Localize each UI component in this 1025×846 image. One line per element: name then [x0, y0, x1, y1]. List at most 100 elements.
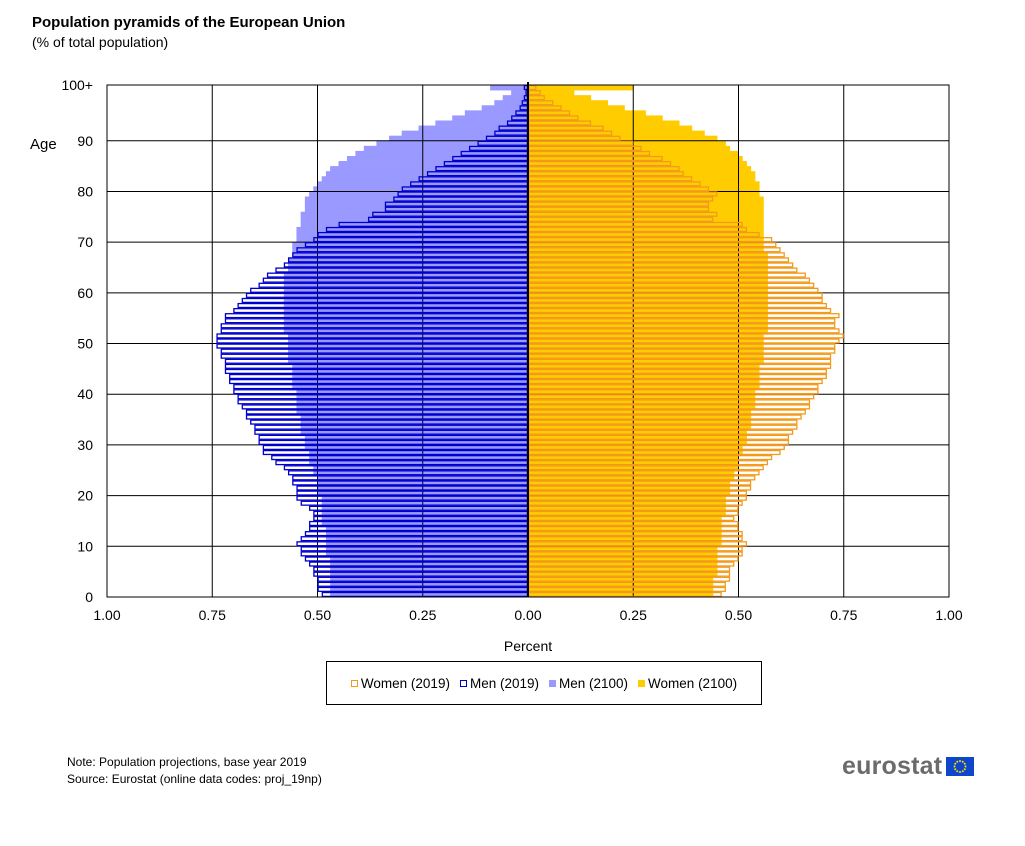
bar-women-2100-age-75 [528, 211, 764, 218]
bar-women-2100-age-68 [528, 247, 764, 253]
bar-men-2100-age-41 [292, 384, 528, 390]
bar-men-2100-age-78 [304, 196, 528, 202]
bar-men-2100-age-6 [330, 561, 528, 567]
bar-men-2100-age-31 [304, 434, 528, 441]
bar-men-2100-age-98 [502, 95, 528, 101]
bar-women-2100-age-5 [528, 566, 718, 572]
bar-men-2100-age-24 [313, 470, 528, 476]
y-tick-label: 50 [77, 336, 93, 352]
bar-women-2100-age-91 [528, 130, 705, 137]
bar-women-2100-age-78 [528, 196, 764, 202]
bar-men-2100-age-0 [330, 591, 528, 598]
bar-women-2100-age-85 [528, 161, 747, 167]
y-tick-label: 20 [77, 488, 93, 504]
bar-women-2100-age-73 [528, 221, 764, 228]
y-tick-label: 40 [77, 386, 93, 402]
bar-men-2100-age-16 [321, 510, 528, 517]
bar-men-2100-age-8 [325, 551, 528, 557]
bar-men-2100-age-80 [313, 186, 528, 192]
bar-men-2100-age-62 [283, 277, 528, 284]
bar-men-2100-age-4 [330, 571, 528, 578]
bar-women-2100-age-24 [528, 470, 735, 476]
bar-women-2100-age-31 [528, 434, 747, 441]
bar-women-2100-age-43 [528, 373, 760, 380]
bar-women-2100-age-3 [528, 576, 714, 583]
bar-women-2100-age-22 [528, 480, 731, 486]
bar-men-2100-age-86 [346, 155, 528, 162]
bar-women-2100-age-74 [528, 216, 764, 223]
bar-women-2100-age-0 [528, 591, 714, 598]
bar-women-2100-age-93 [528, 120, 680, 126]
axes-layer [106, 82, 950, 598]
bar-women-2100-age-11 [528, 536, 722, 542]
y-tick-label: 30 [77, 437, 93, 453]
bar-men-2100-age-30 [304, 439, 528, 446]
bar-women-2100-age-16 [528, 510, 726, 517]
bar-women-2100-age-41 [528, 384, 760, 390]
bar-women-2100-age-12 [528, 531, 722, 537]
legend-swatch-men-2019 [459, 679, 467, 687]
bar-men-2100-age-3 [330, 576, 528, 583]
bar-women-2100-age-83 [528, 171, 756, 177]
bar-women-2100-age-32 [528, 429, 747, 436]
x-tick-label: 0.75 [830, 607, 857, 623]
bar-men-2100-age-53 [283, 323, 528, 329]
legend-item-women-2019: Women (2019) [350, 676, 450, 691]
bar-women-2100-age-90 [528, 135, 718, 142]
bar-women-2100-age-55 [528, 313, 768, 319]
bar-women-2100-age-42 [528, 379, 760, 385]
bar-men-2100-age-26 [309, 460, 528, 466]
bar-men-2100-age-37 [296, 404, 528, 410]
bar-men-2100-age-69 [292, 242, 528, 248]
bar-men-2100-age-84 [330, 166, 528, 172]
bar-men-2100-age-36 [296, 409, 528, 415]
y-tick-label: 70 [77, 234, 93, 250]
bar-men-2100-age-54 [283, 318, 528, 324]
bar-men-2100-age-94 [452, 115, 528, 121]
legend-swatch-women-2100 [638, 679, 646, 687]
chart-legend: Women (2019) Men (2019) Men (2100) Women… [326, 661, 762, 705]
bar-men-2100-age-1 [330, 586, 528, 593]
bar-women-2100-age-51 [528, 333, 764, 339]
bar-men-2100-age-89 [376, 140, 528, 147]
bar-women-2100-age-30 [528, 439, 747, 446]
bar-men-2100-age-12 [325, 531, 528, 537]
bar-men-2100-age-61 [283, 282, 528, 289]
bar-men-2100-age-72 [296, 226, 528, 233]
bar-men-2100-age-79 [309, 191, 528, 197]
bar-women-2100-age-35 [528, 414, 752, 420]
bar-men-2100-age-39 [296, 394, 528, 400]
bar-women-2100-age-47 [528, 353, 764, 360]
bar-men-2100-age-95 [464, 110, 528, 116]
bar-women-2100-age-37 [528, 404, 756, 410]
bar-women-2100-age-45 [528, 363, 760, 370]
x-tick-label: 0.25 [620, 607, 647, 623]
bar-women-2100-age-69 [528, 242, 764, 248]
bar-women-2100-age-6 [528, 561, 718, 567]
y-tick-label: 10 [77, 538, 93, 554]
footnotes: Note: Population projections, base year … [67, 754, 322, 788]
bar-men-2100-age-60 [283, 287, 528, 294]
bar-women-2100-age-97 [528, 100, 608, 106]
bar-women-2100-age-9 [528, 546, 718, 552]
bar-men-2100-age-11 [325, 536, 528, 542]
bar-men-2100-age-34 [300, 419, 528, 425]
bar-men-2100-age-50 [288, 338, 528, 344]
y-tick-label: 100+ [61, 77, 93, 93]
note-line: Note: Population projections, base year … [67, 755, 307, 769]
y-tick-label: 60 [77, 285, 93, 301]
bar-men-2100-age-85 [338, 161, 528, 167]
bar-men-2100-age-13 [325, 526, 528, 532]
legend-swatch-men-2100 [549, 679, 556, 687]
bar-women-2100-age-50 [528, 338, 764, 344]
bar-women-2100-age-14 [528, 520, 722, 527]
bar-women-2100-age-92 [528, 125, 693, 131]
legend-swatch-women-2019 [350, 679, 358, 687]
bar-men-2100-age-32 [300, 429, 528, 436]
bar-men-2100-age-70 [296, 237, 528, 243]
bar-women-2100-age-98 [528, 95, 592, 101]
bar-women-2100-age-76 [528, 206, 764, 213]
x-tick-label: 0.00 [514, 607, 541, 623]
bar-women-2100-age-62 [528, 277, 768, 284]
